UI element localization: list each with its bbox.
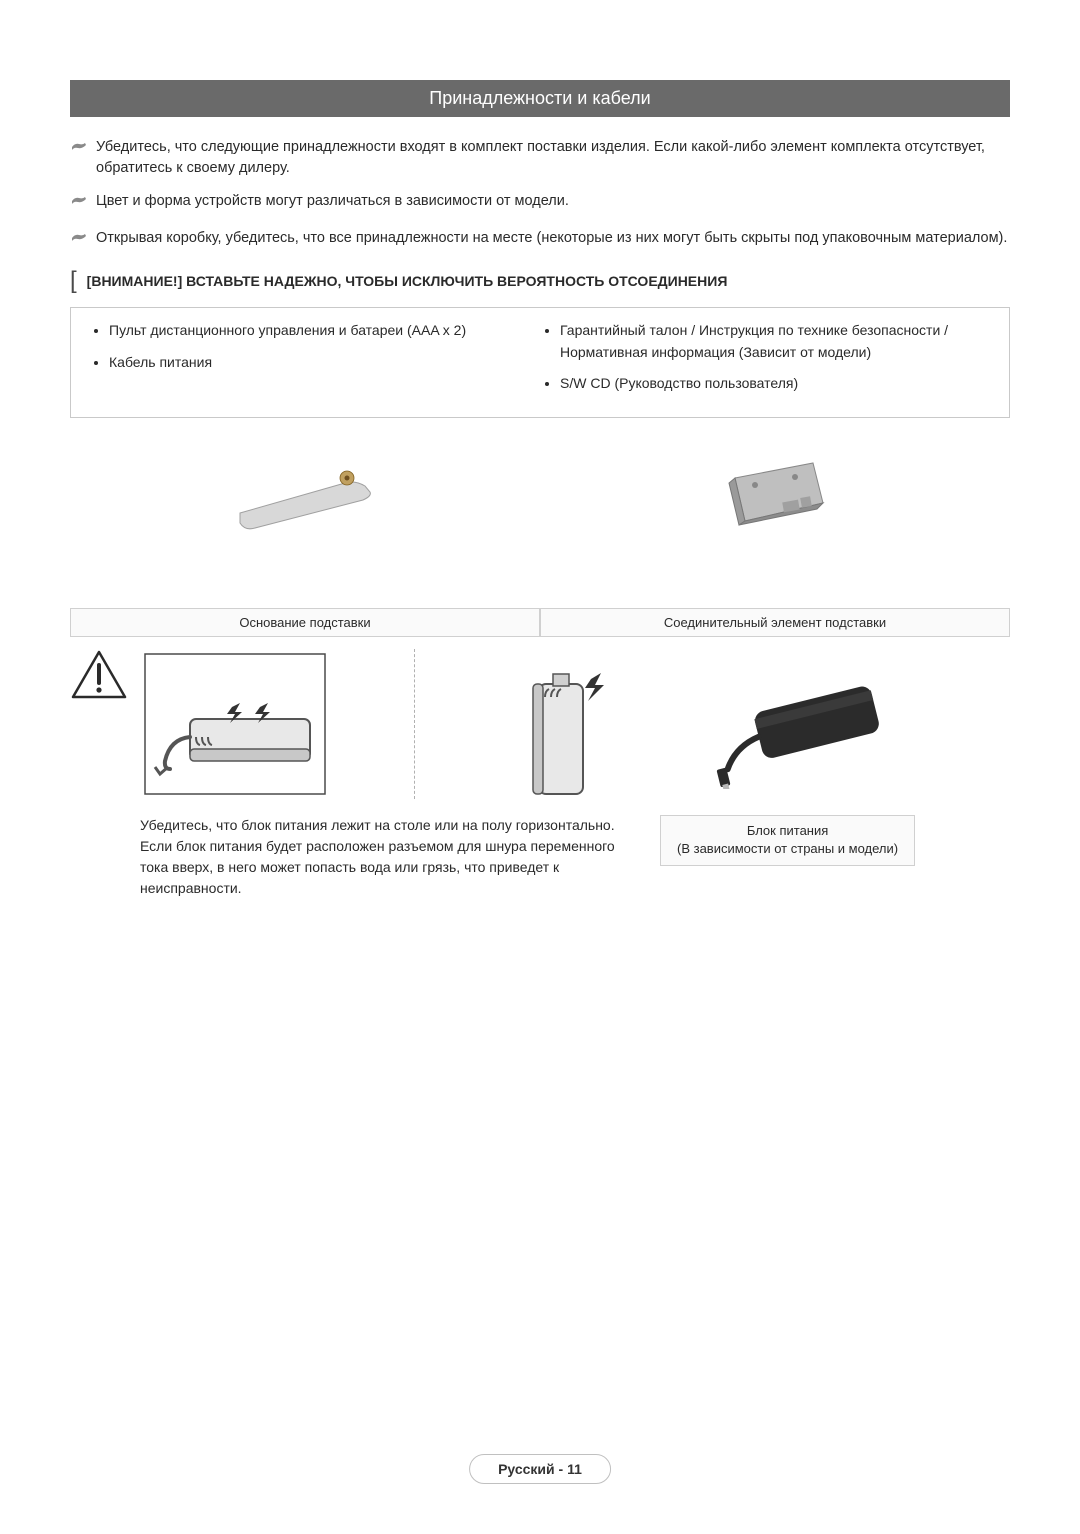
page-footer: Русский - 11 [469, 1454, 611, 1484]
footer-page: 11 [567, 1461, 582, 1477]
caution-bracket: [ [70, 267, 77, 295]
stand-connector-item [540, 448, 1010, 578]
stand-base-item [70, 448, 540, 578]
warning-triangle-icon [70, 649, 128, 899]
caution-row: [ [ВНИМАНИЕ!] ВСТАВЬТЕ НАДЕЖНО, ЧТОБЫ ИС… [70, 267, 1010, 295]
accessories-right-col: Гарантийный талон / Инструкция по техник… [540, 320, 991, 405]
footer-pill: Русский - 11 [469, 1454, 611, 1484]
accessory-item: Кабель питания [109, 352, 520, 374]
power-label-line1: Блок питания [747, 823, 828, 838]
power-label-line2: (В зависимости от страны и модели) [677, 841, 898, 856]
note-text: Убедитесь, что следующие принадлежности … [96, 137, 1010, 179]
stand-base-label: Основание подставки [70, 608, 540, 637]
accessories-box: Пульт дистанционного управления и батаре… [70, 307, 1010, 418]
stand-row [70, 448, 1010, 578]
power-left-block: Убедитесь, что блок питания лежит на сто… [140, 649, 620, 899]
accessory-item: S/W CD (Руководство пользователя) [560, 373, 971, 395]
note-line: Убедитесь, что следующие принадлежности … [70, 137, 1010, 179]
stand-connector-figure [705, 448, 845, 548]
power-caption: Убедитесь, что блок питания лежит на сто… [140, 815, 620, 899]
power-section: Убедитесь, что блок питания лежит на сто… [70, 649, 1010, 899]
power-adapter-label: Блок питания (В зависимости от страны и … [660, 815, 915, 865]
power-adapter-figure [678, 649, 898, 799]
accessory-item: Пульт дистанционного управления и батаре… [109, 320, 520, 342]
notes-block: Убедитесь, что следующие принадлежности … [70, 137, 1010, 253]
accessory-item: Гарантийный талон / Инструкция по техник… [560, 320, 971, 363]
note-text: Цвет и форма устройств могут различаться… [96, 191, 569, 212]
power-figures [140, 649, 620, 799]
stand-connector-label: Соединительный элемент подставки [540, 608, 1010, 637]
stand-label-bar: Основание подставки Соединительный элеме… [70, 608, 1010, 637]
note-line: Цвет и форма устройств могут различаться… [70, 191, 1010, 216]
footer-lang: Русский [498, 1461, 555, 1477]
note-line: Открывая коробку, убедитесь, что все при… [70, 228, 1010, 253]
power-divider [414, 649, 415, 799]
accessories-left-col: Пульт дистанционного управления и батаре… [89, 320, 540, 405]
section-title: Принадлежности и кабели [429, 88, 650, 108]
footer-sep: - [555, 1461, 567, 1477]
power-right-block: Блок питания (В зависимости от страны и … [660, 649, 915, 899]
hand-note-icon [70, 139, 88, 162]
hand-note-icon [70, 193, 88, 216]
stand-base-figure [215, 448, 395, 548]
power-horizontal-figure [140, 649, 330, 799]
section-title-bar: Принадлежности и кабели [70, 80, 1010, 117]
hand-note-icon [70, 230, 88, 253]
note-text: Открывая коробку, убедитесь, что все при… [96, 228, 1007, 249]
power-vertical-figure [499, 649, 619, 799]
caution-text: [ВНИМАНИЕ!] ВСТАВЬТЕ НАДЕЖНО, ЧТОБЫ ИСКЛ… [87, 273, 728, 289]
